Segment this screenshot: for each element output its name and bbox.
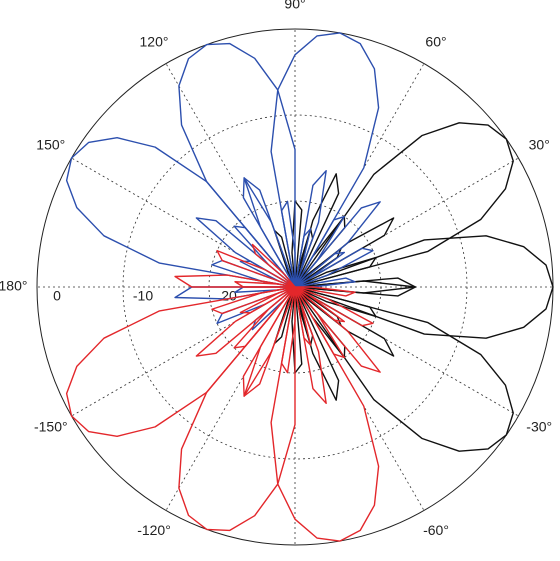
- grid-spoke: [165, 286, 296, 511]
- theta-tick-label: -90°: [282, 560, 308, 561]
- beam-pattern: [233, 286, 381, 542]
- grid-spoke: [71, 286, 296, 417]
- theta-tick-label: 90°: [284, 0, 305, 12]
- grid-spoke: [294, 286, 519, 417]
- grid-ring: [122, 114, 468, 460]
- theta-tick-label: 120°: [140, 33, 169, 49]
- beam-pattern: [273, 247, 514, 452]
- theta-tick-label: 180°: [0, 278, 27, 294]
- beam-pattern: [273, 122, 514, 327]
- r-tick-label: 0: [53, 288, 61, 304]
- theta-tick-label: 60°: [425, 33, 446, 49]
- theta-tick-label: -150°: [34, 419, 68, 435]
- grid-spoke: [294, 63, 425, 288]
- r-tick-label: -10: [133, 288, 153, 304]
- theta-tick-label: -30°: [526, 419, 552, 435]
- grid-spoke: [165, 63, 296, 288]
- beam-pattern: [294, 215, 554, 359]
- theta-tick-label: -120°: [137, 522, 171, 538]
- beam-pattern: [65, 137, 312, 331]
- beam-pattern: [233, 32, 381, 288]
- theta-tick-label: -60°: [423, 522, 449, 538]
- beam-pattern: [178, 281, 346, 532]
- grid-spoke: [71, 157, 296, 288]
- grid-spoke: [294, 286, 425, 511]
- grid-ring: [208, 200, 382, 374]
- beam-pattern: [65, 243, 312, 437]
- beam-pattern: [178, 42, 346, 293]
- grid-spoke: [294, 157, 519, 288]
- theta-tick-label: 150°: [36, 137, 65, 153]
- theta-tick-label: 30°: [529, 137, 550, 153]
